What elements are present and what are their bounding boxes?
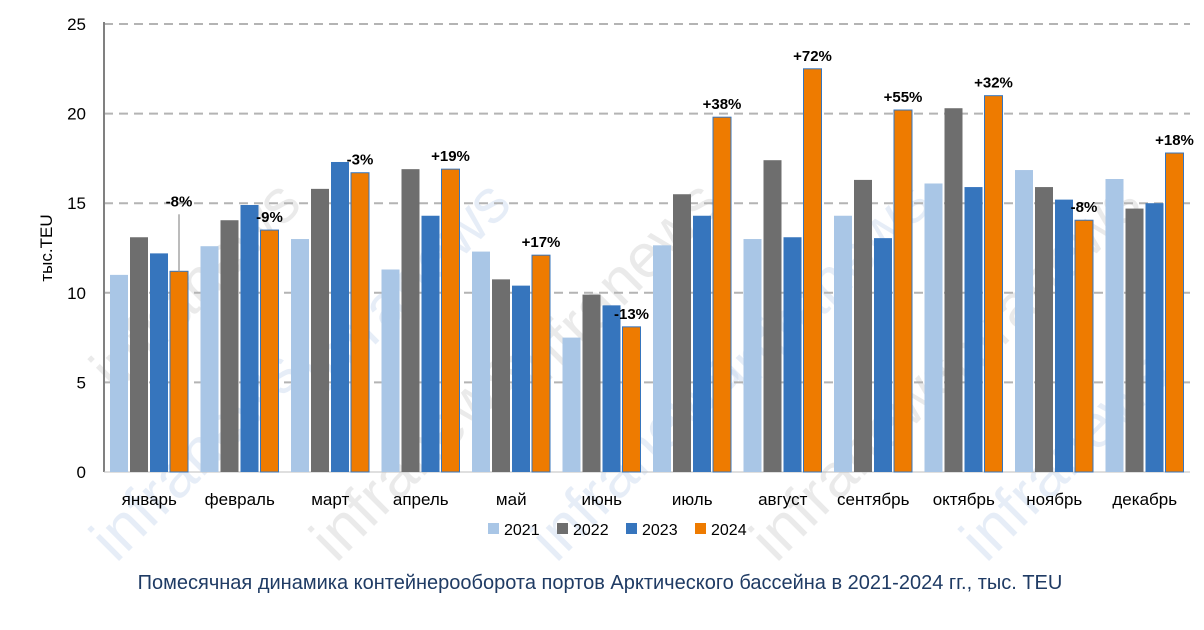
bar-2024 [441,168,460,473]
data-label: +38% [703,96,742,113]
bar-2024 [984,95,1003,473]
bar-2021 [834,215,852,472]
legend-label: 2023 [642,522,678,539]
bar-2021 [743,239,762,472]
data-label: -8% [166,193,193,210]
data-label: -13% [614,306,649,323]
bar-2021 [653,245,671,472]
bar-2022 [763,160,782,472]
legend-label: 2021 [504,522,540,539]
bar-2022 [130,237,148,472]
bar-2022 [944,108,963,472]
data-label: +17% [522,234,561,251]
bar-2024 [1165,152,1184,473]
x-tick-label: май [496,490,527,509]
x-tick-label: ноябрь [1026,490,1082,509]
bar-2023 [150,253,168,472]
bar-2022 [1035,187,1053,472]
legend-swatch-2024 [695,523,706,534]
bar-2022 [492,279,510,472]
x-tick-label: январь [122,490,177,509]
chart-title: Помесячная динамика контейнерооборота по… [138,572,1063,594]
data-label: -9% [256,209,283,226]
y-tick-label: 0 [77,463,86,482]
y-tick-label: 15 [67,194,86,213]
y-tick-label: 10 [67,284,86,303]
bar-2022 [673,194,691,473]
x-tick-label: август [758,490,807,509]
y-tick-label: 20 [67,105,86,124]
bar-2021 [562,337,581,472]
bar-2024 [622,326,641,473]
bar-2023 [874,238,892,472]
legend-swatch-2022 [557,523,568,534]
bar-2021 [110,274,128,472]
legend-label: 2022 [573,522,609,539]
bar-2024 [712,116,732,473]
x-tick-label: февраль [205,490,275,509]
bar-2021 [924,183,943,472]
bar-2023 [1055,199,1073,472]
bar-2024 [803,68,822,473]
bar-2021 [472,251,490,472]
bar-2022 [582,294,601,472]
x-tick-label: июль [672,490,713,509]
bar-2021 [1015,170,1033,472]
bar-2023 [602,305,621,472]
y-tick-label: 25 [67,15,86,34]
data-label: +32% [974,75,1013,92]
bar-2021 [291,239,309,472]
bar-2023 [331,161,349,472]
data-label: -3% [347,152,374,169]
x-tick-label: сентябрь [837,490,910,509]
bar-2021 [381,269,400,472]
x-tick-label: июнь [582,490,623,509]
bar-2021 [1105,179,1124,472]
bar-2023 [240,204,259,472]
x-tick-label: октябрь [933,490,995,509]
bar-2023 [783,237,802,472]
bar-2021 [200,246,219,472]
bar-2023 [1145,203,1164,472]
data-label: +18% [1155,132,1194,149]
bar-2024 [531,254,551,473]
data-label: +72% [793,48,832,65]
data-label: -8% [1071,199,1098,216]
bar-2022 [854,179,872,473]
legend-swatch-2023 [626,523,637,534]
x-tick-label: апрель [393,490,449,509]
data-label: +19% [431,148,470,165]
bar-2022 [220,220,239,472]
bar-2023 [693,215,711,472]
bar-2023 [964,187,983,472]
bar-2022 [311,188,329,472]
y-tick-label: 5 [77,373,86,392]
bar-2023 [512,285,530,472]
x-tick-label: декабрь [1112,490,1177,509]
bar-2022 [401,169,420,473]
legend-label: 2024 [711,522,747,539]
bar-2024 [893,109,913,473]
legend-swatch-2021 [488,523,499,534]
bar-2024 [350,172,370,473]
bar-2024 [260,229,279,473]
bar-2022 [1125,208,1144,473]
x-tick-label: март [311,490,349,509]
bar-2024 [169,270,189,473]
y-axis-label: тыс.TEU [37,214,56,281]
bar-2023 [421,215,440,472]
data-label: +55% [884,89,923,106]
bar-2024 [1074,219,1094,473]
